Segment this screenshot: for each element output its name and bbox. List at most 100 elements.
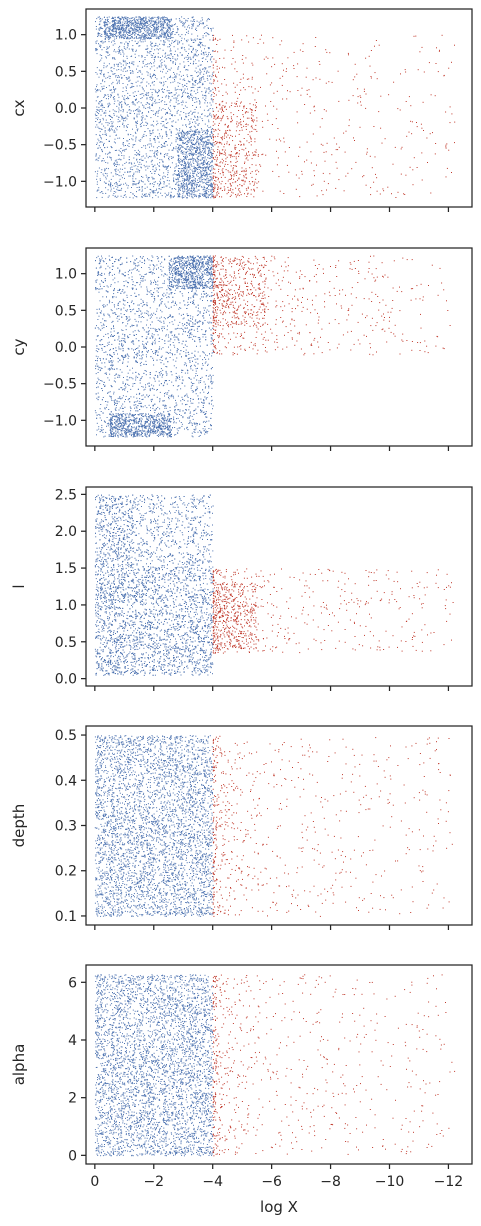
point <box>108 105 109 106</box>
point <box>190 46 191 47</box>
point <box>325 161 326 162</box>
point <box>191 145 192 146</box>
point <box>100 122 101 123</box>
point <box>179 168 180 169</box>
point <box>164 23 165 24</box>
point <box>181 38 182 39</box>
point <box>139 71 140 72</box>
point <box>205 196 206 197</box>
point <box>154 85 155 86</box>
point <box>135 178 136 179</box>
point <box>175 94 176 95</box>
point <box>145 38 146 39</box>
point <box>142 160 143 161</box>
point <box>161 118 162 119</box>
point <box>210 158 211 159</box>
point <box>252 158 253 159</box>
point <box>124 28 125 29</box>
point <box>146 196 147 197</box>
point <box>166 186 167 187</box>
point <box>251 109 252 110</box>
point <box>187 133 188 134</box>
point <box>204 110 205 111</box>
point <box>151 100 152 101</box>
point <box>129 77 130 78</box>
point <box>138 169 139 170</box>
point <box>410 167 411 168</box>
point <box>186 197 187 198</box>
point <box>156 102 157 103</box>
point <box>218 129 219 130</box>
point <box>196 134 197 135</box>
point <box>246 108 247 109</box>
point <box>161 65 162 66</box>
point <box>165 34 166 35</box>
point <box>145 184 146 185</box>
point <box>98 187 99 188</box>
point <box>236 156 237 157</box>
point <box>131 110 132 111</box>
point <box>126 23 127 24</box>
point <box>98 160 99 161</box>
point <box>169 150 170 151</box>
point <box>204 179 205 180</box>
point <box>224 186 225 187</box>
point <box>165 109 166 110</box>
point <box>133 51 134 52</box>
point <box>348 100 349 101</box>
point <box>197 50 198 51</box>
point <box>232 189 233 190</box>
point <box>135 110 136 111</box>
point <box>157 150 158 151</box>
point <box>199 24 200 25</box>
point <box>120 22 121 23</box>
point <box>236 158 237 159</box>
point <box>126 25 127 26</box>
point <box>115 139 116 140</box>
point <box>218 87 219 88</box>
point <box>183 75 184 76</box>
point <box>152 25 153 26</box>
point <box>314 175 315 176</box>
point <box>363 175 364 176</box>
point <box>130 35 131 36</box>
point <box>167 155 168 156</box>
point <box>107 51 108 52</box>
point <box>159 188 160 189</box>
point <box>190 173 191 174</box>
point <box>236 123 237 124</box>
point <box>129 62 130 63</box>
point <box>189 121 190 122</box>
point <box>429 62 430 63</box>
point <box>174 79 175 80</box>
point <box>140 141 141 142</box>
point <box>177 44 178 45</box>
point <box>253 115 254 116</box>
point <box>131 18 132 19</box>
point <box>228 190 229 191</box>
point <box>148 25 149 26</box>
point <box>100 45 101 46</box>
point <box>167 185 168 186</box>
point <box>215 184 216 185</box>
point <box>150 74 151 75</box>
point <box>357 103 358 104</box>
point <box>282 85 283 86</box>
point <box>97 49 98 50</box>
point <box>219 152 220 153</box>
point <box>109 33 110 34</box>
point <box>147 196 148 197</box>
point <box>223 160 224 161</box>
point <box>222 159 223 160</box>
point <box>188 25 189 26</box>
point <box>205 145 206 146</box>
point <box>135 165 136 166</box>
point <box>201 171 202 172</box>
point <box>205 115 206 116</box>
point <box>121 107 122 108</box>
point <box>192 175 193 176</box>
point <box>210 113 211 114</box>
point <box>218 116 219 117</box>
point <box>255 151 256 152</box>
point <box>243 107 244 108</box>
